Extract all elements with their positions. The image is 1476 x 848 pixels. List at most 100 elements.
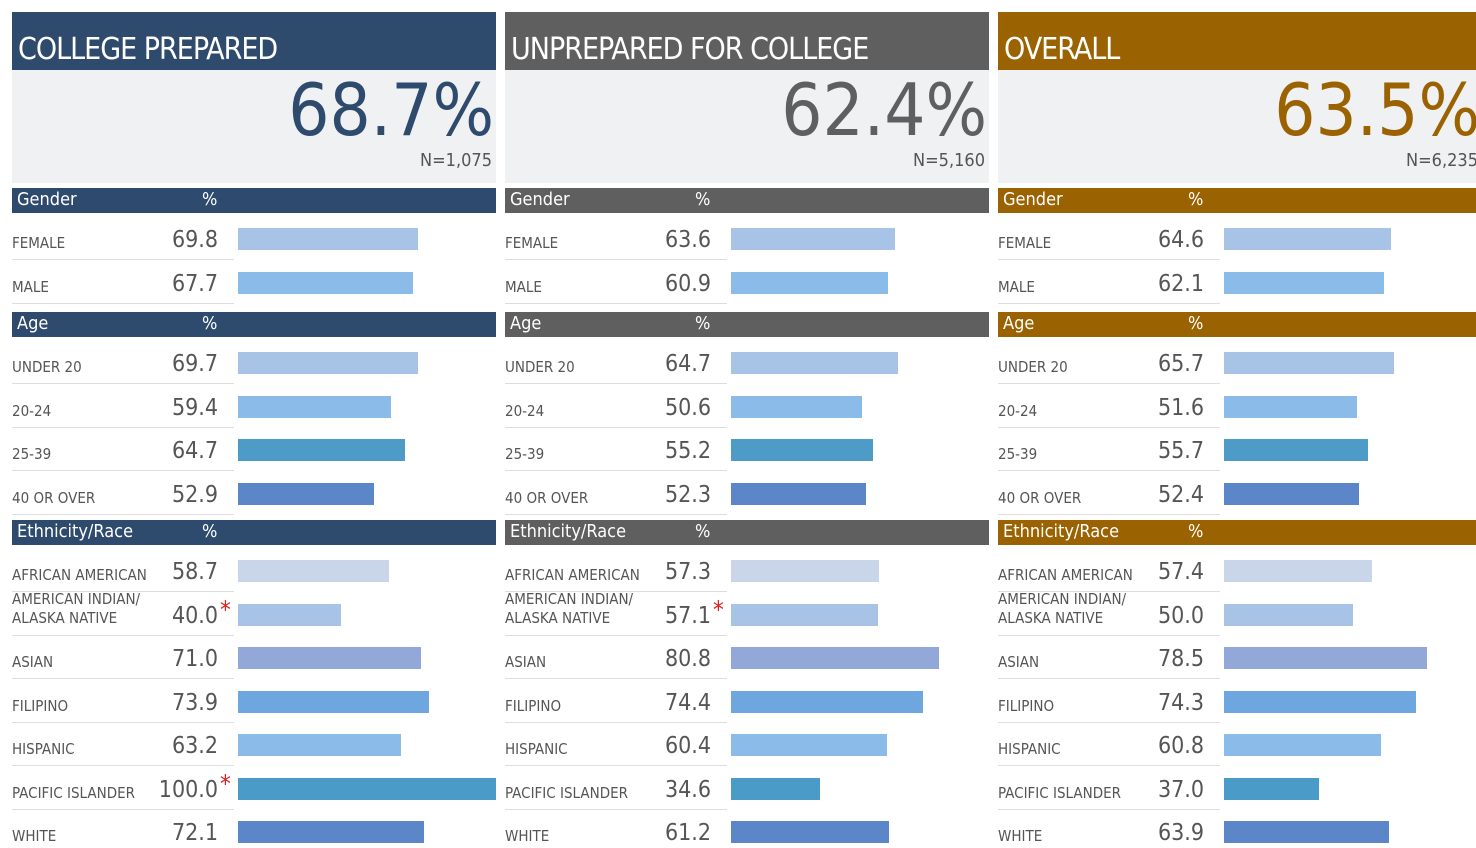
sample-size: N=6,235 xyxy=(1405,150,1476,171)
row-label: 40 OR OVER xyxy=(998,488,1082,507)
bar xyxy=(731,395,862,418)
row-divider xyxy=(998,721,1220,723)
row-divider xyxy=(998,678,1220,679)
bar xyxy=(1224,395,1358,418)
row-divider xyxy=(12,721,234,723)
bar xyxy=(1224,352,1394,374)
row-label: WHITE xyxy=(12,827,57,845)
row-value: 63.6 xyxy=(664,227,711,253)
row-label: 20-24 xyxy=(12,401,52,420)
row-label: WHITE xyxy=(505,827,550,845)
note-star: * xyxy=(220,595,231,624)
panel-title: UNPREPARED FOR COLLEGE xyxy=(511,32,869,67)
row-divider xyxy=(12,302,234,304)
section-name: Age xyxy=(1003,313,1035,334)
row-label: HISPANIC xyxy=(505,740,568,758)
overall-value: 63.5% xyxy=(1274,68,1476,152)
row-label: FILIPINO xyxy=(505,696,562,715)
section-unit: % xyxy=(1188,189,1204,210)
note-star: * xyxy=(220,769,231,798)
row-divider xyxy=(998,259,1220,260)
section-name: Ethnicity/Race xyxy=(510,521,627,542)
row-divider xyxy=(12,426,234,428)
bar xyxy=(238,690,429,713)
row-label: AFRICAN AMERICAN xyxy=(505,566,640,584)
panel: OVERALL 63.5% N=6,235 Gender% FEMALE 64.6 MALE… xyxy=(998,0,1476,848)
row-divider xyxy=(12,678,234,679)
bar xyxy=(731,821,889,843)
row-label: PACIFIC ISLANDER xyxy=(998,783,1122,802)
row-divider xyxy=(998,302,1220,304)
row-divider xyxy=(998,513,1220,515)
row-value: 57.1 xyxy=(664,602,711,629)
row-divider xyxy=(12,383,234,384)
row-label: 25-39 xyxy=(998,445,1038,463)
panel-title: COLLEGE PREPARED xyxy=(18,32,278,67)
row-value: 57.4 xyxy=(1157,559,1204,585)
row-label: AFRICAN AMERICAN xyxy=(12,566,147,584)
summary-box xyxy=(505,70,989,183)
row-label: FEMALE xyxy=(505,234,559,252)
row-label: MALE xyxy=(12,277,49,296)
bar xyxy=(731,439,874,461)
note-star: * xyxy=(713,595,724,624)
row-label: PACIFIC ISLANDER xyxy=(12,783,136,802)
row-label: UNDER 20 xyxy=(12,358,82,376)
row-divider xyxy=(12,634,234,636)
bar xyxy=(238,647,422,669)
section-name: Age xyxy=(510,313,542,334)
section-header: Gender% xyxy=(998,188,1476,213)
row-divider xyxy=(505,591,727,592)
section-name: Age xyxy=(17,313,49,334)
row-divider xyxy=(12,259,234,260)
row-divider xyxy=(505,470,727,471)
row-divider xyxy=(505,426,727,428)
row-label: UNDER 20 xyxy=(505,358,575,376)
row-divider xyxy=(998,591,1220,592)
row-label: HISPANIC xyxy=(998,740,1061,758)
section-name: Gender xyxy=(1003,189,1063,210)
section-header: Age% xyxy=(505,312,989,337)
panel: COLLEGE PREPARED 68.7% N=1,075 Gender% FEMAL… xyxy=(12,0,496,848)
row-label: PACIFIC ISLANDER xyxy=(505,783,629,802)
bar xyxy=(1224,439,1368,461)
row-divider xyxy=(12,513,234,515)
row-divider xyxy=(12,591,234,592)
row-value: 55.7 xyxy=(1157,438,1204,464)
section-header: Ethnicity/Race% xyxy=(998,520,1476,545)
row-value: 52.3 xyxy=(664,481,711,508)
row-label: 20-24 xyxy=(505,401,545,420)
row-label: MALE xyxy=(505,277,542,296)
row-label: AMERICAN INDIAN/ ALASKA NATIVE xyxy=(12,589,141,627)
row-value: 57.3 xyxy=(664,559,711,585)
row-divider xyxy=(505,302,727,304)
section-header: Ethnicity/Race% xyxy=(12,520,496,545)
row-value: 52.9 xyxy=(171,481,218,508)
section-name: Gender xyxy=(17,189,77,210)
section-name: Gender xyxy=(510,189,570,210)
row-divider xyxy=(998,634,1220,636)
row-divider xyxy=(505,721,727,723)
row-value: 78.5 xyxy=(1157,646,1204,672)
bar xyxy=(731,228,896,250)
row-value: 62.1 xyxy=(1157,270,1204,297)
row-divider xyxy=(12,808,234,810)
row-label: 25-39 xyxy=(12,445,52,463)
row-value: 69.8 xyxy=(171,227,218,253)
sample-size: N=5,160 xyxy=(912,150,985,171)
bar xyxy=(238,603,342,626)
row-value: 50.0 xyxy=(1157,602,1204,629)
row-divider xyxy=(998,765,1220,766)
section-header: Ethnicity/Race% xyxy=(505,520,989,545)
row-label: AFRICAN AMERICAN xyxy=(998,566,1133,584)
bar xyxy=(1224,777,1320,800)
row-value: 100.0 xyxy=(158,776,218,803)
row-label: AMERICAN INDIAN/ ALASKA NATIVE xyxy=(505,589,634,627)
row-value: 51.6 xyxy=(1157,394,1204,421)
row-label: FEMALE xyxy=(12,234,66,252)
section-unit: % xyxy=(1188,521,1204,542)
row-value: 74.4 xyxy=(664,689,711,716)
row-value: 55.2 xyxy=(664,438,711,464)
bar xyxy=(238,439,405,461)
row-value: 59.4 xyxy=(171,394,218,421)
